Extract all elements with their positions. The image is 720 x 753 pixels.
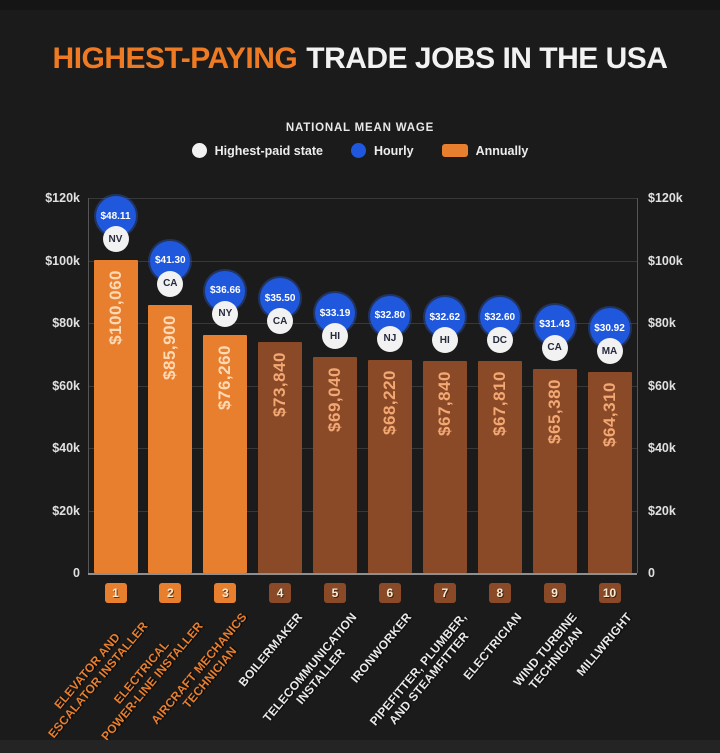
legend-label-highest-paid-state: Highest-paid state (214, 143, 323, 158)
bar: $100,060 (93, 260, 138, 573)
bar: $69,040 (313, 357, 357, 574)
rank-badge: 1 (104, 583, 127, 603)
title-highlight: HIGHEST-PAYING (52, 42, 298, 75)
bar: $65,380 (532, 368, 577, 573)
highest-paid-state-badge: HI (322, 323, 348, 350)
y-tick-right: $80k (648, 316, 676, 330)
gridline (88, 323, 637, 324)
plot-border-right (637, 198, 638, 573)
y-tick-right: $120k (648, 191, 683, 205)
bar-value-label: $69,040 (313, 367, 357, 432)
annual-wage-value: $65,380 (544, 378, 564, 444)
gridline (88, 198, 637, 199)
y-tick-right: 0 (648, 566, 655, 580)
rank-badge: 10 (598, 583, 621, 603)
rank-badge: 9 (543, 583, 566, 603)
bar-value-label: $68,220 (368, 370, 412, 435)
y-tick-right: $100k (648, 253, 683, 268)
x-axis-line (88, 573, 637, 575)
legend: Highest-paid state Hourly Annually (0, 143, 720, 158)
annual-wage-value: $64,310 (599, 382, 619, 447)
rank-badge: 4 (269, 583, 292, 603)
highest-paid-state-badge: NJ (376, 325, 403, 352)
highest-paid-state-badge: DC (486, 327, 513, 354)
annual-wage-value: $67,840 (434, 371, 454, 436)
highest-paid-state-badge: NY (212, 300, 239, 327)
annual-wage-value: $76,260 (215, 344, 235, 410)
bar-value-label: $67,840 (423, 371, 467, 436)
annual-wage-value: $73,840 (270, 352, 290, 418)
hourly-swatch-icon (350, 143, 366, 158)
plot-border-left (88, 198, 89, 573)
annual-wage-value: $67,810 (489, 371, 509, 437)
bar: $73,840 (258, 342, 303, 573)
bar-value-label: $100,060 (94, 270, 138, 345)
y-tick-left: $80k (52, 316, 80, 330)
title-rest: TRADE JOBS IN THE USA (306, 42, 668, 75)
bar-value-label: $73,840 (258, 352, 302, 417)
highest-paid-state-swatch-icon (191, 143, 207, 158)
annual-wage-value: $69,040 (325, 367, 344, 433)
legend-title: NATIONAL MEAN WAGE (285, 122, 435, 134)
bar: $67,810 (477, 361, 522, 573)
rank-badge: 6 (378, 583, 401, 603)
annual-wage-value: $100,060 (105, 270, 125, 346)
bar-value-label: $65,380 (533, 379, 577, 444)
highest-paid-state-badge: HI (431, 327, 458, 353)
rank-badge: 8 (488, 583, 511, 603)
gridline (88, 510, 637, 512)
gridline (88, 448, 637, 449)
y-tick-left: $60k (52, 378, 80, 393)
highest-paid-state-badge: CA (267, 308, 294, 335)
rank-badge: 2 (159, 583, 182, 603)
annually-swatch-icon (441, 144, 468, 157)
bar: $67,840 (422, 361, 467, 573)
bar-value-label: $76,260 (203, 345, 247, 410)
rank-badge: 5 (324, 583, 346, 603)
y-tick-left: 0 (73, 566, 80, 580)
y-tick-left: $20k (52, 503, 80, 518)
top-edge-strip (0, 0, 720, 10)
legend-label-annually: Annually (475, 143, 529, 158)
y-tick-left: $40k (52, 441, 80, 455)
gridline (88, 260, 637, 262)
bottom-edge-strip (0, 740, 720, 753)
highest-paid-state-badge: CA (541, 334, 568, 361)
bar-value-label: $85,900 (148, 315, 192, 380)
bar: $85,900 (148, 304, 193, 573)
y-tick-right: $60k (648, 378, 676, 393)
y-tick-left: $100k (45, 253, 80, 268)
legend-item-highest-paid-state: Highest-paid state (191, 143, 323, 158)
bar: $64,310 (587, 372, 632, 573)
hourly-wage-badge: $32.62 (424, 297, 465, 337)
bar-value-label: $67,810 (478, 371, 522, 436)
bar: $76,260 (203, 334, 248, 573)
highest-paid-state-badge: CA (157, 270, 184, 297)
y-tick-right: $40k (648, 441, 676, 455)
annual-wage-value: $68,220 (379, 369, 399, 435)
job-label: WIND TURBINE TECHNICIAN (510, 610, 586, 693)
legend-item-annually: Annually (441, 143, 529, 158)
legend-item-hourly: Hourly (350, 143, 414, 158)
annual-wage-value: $85,900 (160, 314, 180, 380)
y-tick-right: $20k (648, 503, 676, 518)
gridline (88, 385, 637, 387)
highest-paid-state-badge: MA (596, 338, 623, 364)
legend-label-hourly: Hourly (373, 143, 414, 158)
highest-paid-state-badge: NV (102, 226, 129, 253)
bar: $68,220 (367, 359, 412, 573)
rank-badge: 3 (214, 583, 237, 603)
rank-badge: 7 (433, 583, 456, 603)
y-tick-left: $120k (45, 191, 80, 205)
page-title: HIGHEST-PAYING TRADE JOBS IN THE USA (0, 42, 720, 76)
bar-value-label: $64,310 (588, 382, 632, 447)
